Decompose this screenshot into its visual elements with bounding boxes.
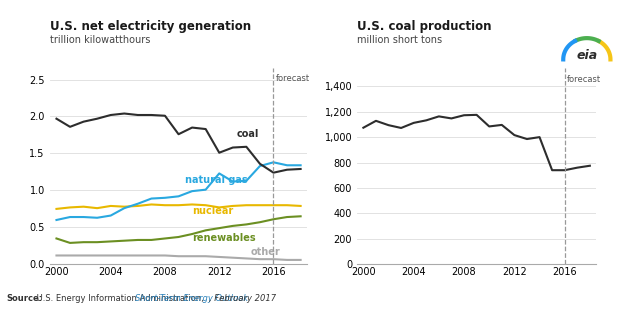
Text: U.S. coal production: U.S. coal production bbox=[357, 20, 492, 33]
Text: forecast: forecast bbox=[276, 74, 310, 83]
Text: million short tons: million short tons bbox=[357, 35, 442, 45]
Text: Short-Term Energy Outlook: Short-Term Energy Outlook bbox=[135, 294, 248, 303]
Text: forecast: forecast bbox=[567, 75, 601, 84]
Text: trillion kilowatthours: trillion kilowatthours bbox=[50, 35, 150, 45]
Text: eia: eia bbox=[576, 49, 597, 62]
Text: other: other bbox=[250, 248, 280, 258]
Text: U.S. Energy Information Administration,: U.S. Energy Information Administration, bbox=[34, 294, 207, 303]
Text: , February 2017: , February 2017 bbox=[209, 294, 276, 303]
Text: nuclear: nuclear bbox=[192, 206, 233, 216]
Text: natural gas: natural gas bbox=[185, 175, 248, 185]
Text: coal: coal bbox=[237, 129, 259, 139]
Text: U.S. net electricity generation: U.S. net electricity generation bbox=[50, 20, 251, 33]
Text: Source:: Source: bbox=[6, 294, 42, 303]
Text: renewables: renewables bbox=[192, 233, 256, 243]
